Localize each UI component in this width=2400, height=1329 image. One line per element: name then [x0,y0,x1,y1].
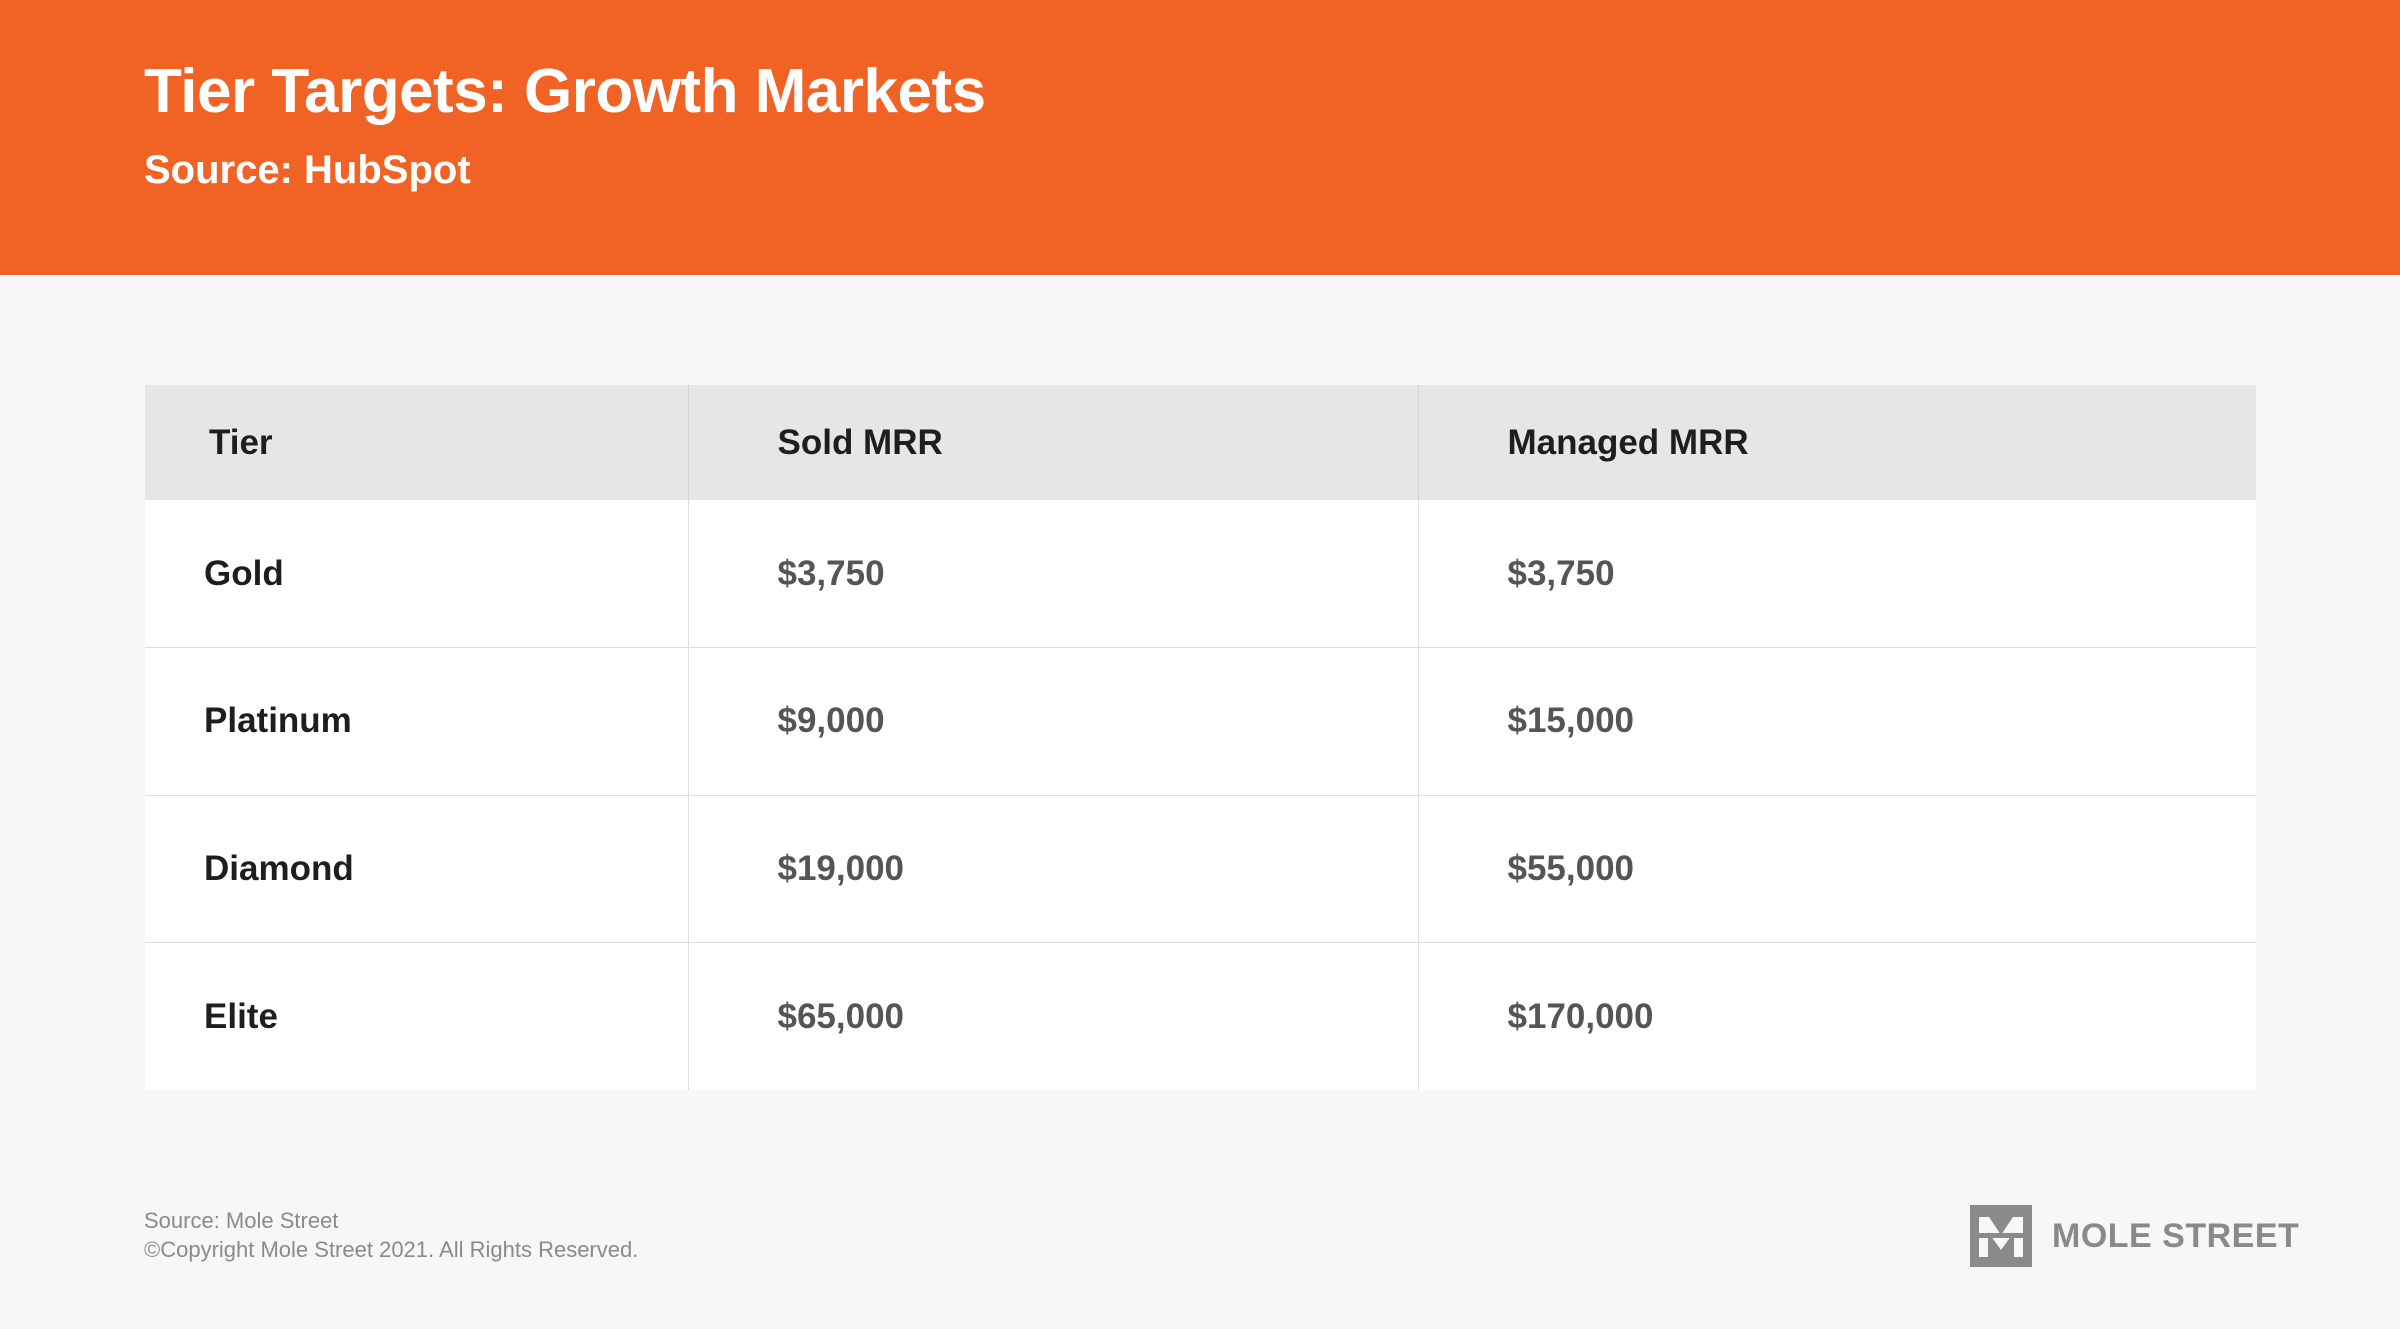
page-subtitle: Source: HubSpot [144,148,471,192]
column-header-sold-mrr: Sold MRR [687,385,1418,500]
managed-mrr-cell: $3,750 [1417,500,2256,648]
tier-cell: Elite [204,996,278,1036]
table-header-row: Tier Sold MRR Managed MRR [145,385,2256,500]
tier-targets-table: Tier Sold MRR Managed MRR Gold $3,750 $3… [145,385,2256,1090]
mole-street-logo: MOLE STREET [1970,1205,2299,1267]
mole-street-logo-icon [1970,1205,2032,1267]
table-row: Elite $65,000 $170,000 [145,942,2256,1090]
table-row: Gold $3,750 $3,750 [145,500,2256,648]
header-banner: Tier Targets: Growth Markets Source: Hub… [0,0,2400,275]
page-title: Tier Targets: Growth Markets [144,57,986,126]
footer-copyright: ©Copyright Mole Street 2021. All Rights … [144,1237,639,1262]
sold-mrr-cell: $9,000 [687,647,1418,795]
sold-mrr-cell: $3,750 [687,500,1418,648]
sold-mrr-cell: $65,000 [687,942,1418,1090]
logo-wordmark: MOLE STREET [2052,1216,2300,1255]
column-header-tier: Tier [209,422,273,462]
tier-cell: Gold [204,553,284,593]
managed-mrr-cell: $55,000 [1417,795,2256,943]
tier-cell: Platinum [204,701,352,741]
managed-mrr-cell: $170,000 [1417,942,2256,1090]
table-row: Platinum $9,000 $15,000 [145,647,2256,795]
table-row: Diamond $19,000 $55,000 [145,795,2256,943]
footer-source: Source: Mole Street [144,1208,339,1233]
column-header-managed-mrr: Managed MRR [1417,385,2256,500]
tier-cell: Diamond [204,848,354,888]
managed-mrr-cell: $15,000 [1417,647,2256,795]
footer-text: Source: Mole Street ©Copyright Mole Stre… [144,1206,638,1264]
sold-mrr-cell: $19,000 [687,795,1418,943]
